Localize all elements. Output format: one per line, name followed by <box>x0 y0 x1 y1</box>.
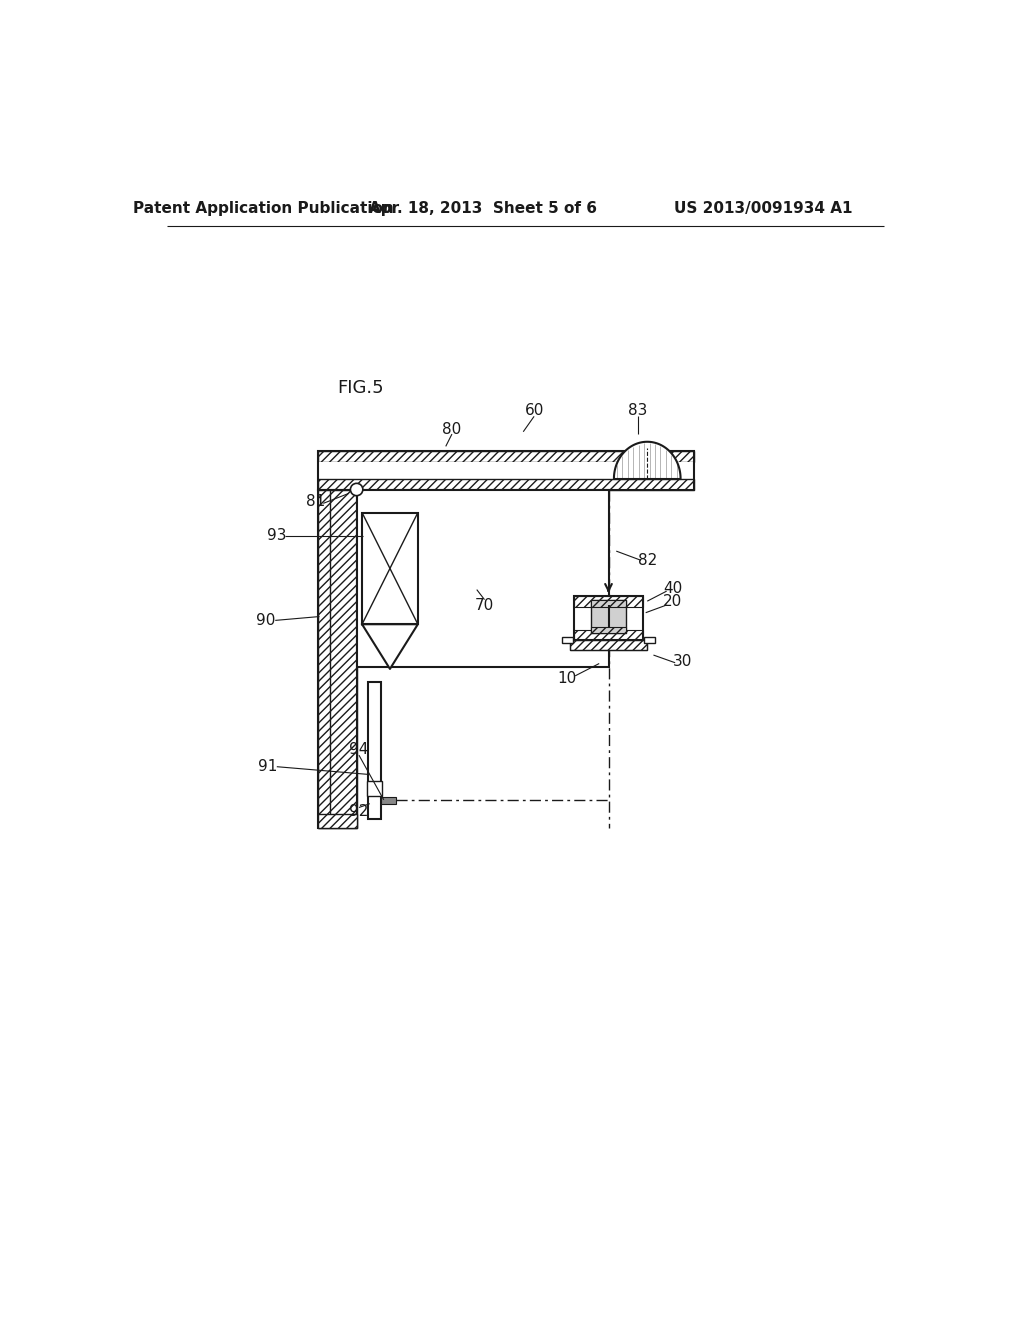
Text: 91: 91 <box>258 759 278 775</box>
Polygon shape <box>614 442 681 479</box>
Bar <box>317 451 693 490</box>
Bar <box>317 490 356 829</box>
Text: 20: 20 <box>664 594 682 610</box>
Bar <box>569 640 647 649</box>
Bar <box>573 595 643 640</box>
Text: 40: 40 <box>664 581 682 595</box>
Text: 81: 81 <box>306 494 326 508</box>
Text: 10: 10 <box>558 671 578 685</box>
Text: Apr. 18, 2013  Sheet 5 of 6: Apr. 18, 2013 Sheet 5 of 6 <box>369 201 597 216</box>
Text: 80: 80 <box>442 422 462 437</box>
Text: 93: 93 <box>267 528 287 544</box>
Bar <box>367 780 382 796</box>
Bar <box>591 627 627 632</box>
Text: 82: 82 <box>638 553 656 568</box>
Bar <box>317 451 693 462</box>
Circle shape <box>350 483 362 495</box>
Bar <box>317 462 693 479</box>
Bar <box>562 636 572 643</box>
Bar <box>317 814 356 829</box>
Bar <box>569 640 647 649</box>
Text: 94: 94 <box>349 742 369 758</box>
Text: 90: 90 <box>256 612 275 628</box>
Text: 83: 83 <box>629 404 647 418</box>
Bar <box>317 490 356 829</box>
Bar <box>591 601 627 632</box>
Text: 30: 30 <box>673 653 692 669</box>
Text: US 2013/0091934 A1: US 2013/0091934 A1 <box>674 201 853 216</box>
Bar <box>573 595 643 607</box>
Bar <box>573 630 643 640</box>
Bar <box>369 682 381 818</box>
Bar <box>591 601 627 607</box>
Bar <box>362 512 418 624</box>
Text: FIG.5: FIG.5 <box>337 379 384 397</box>
Text: Patent Application Publication: Patent Application Publication <box>133 201 394 216</box>
Text: 60: 60 <box>524 404 544 418</box>
Bar <box>644 636 655 643</box>
Bar <box>356 490 608 667</box>
Polygon shape <box>362 624 418 669</box>
Bar <box>317 479 693 490</box>
Text: 92: 92 <box>349 804 369 818</box>
Bar <box>381 797 396 804</box>
Text: 70: 70 <box>475 598 495 612</box>
